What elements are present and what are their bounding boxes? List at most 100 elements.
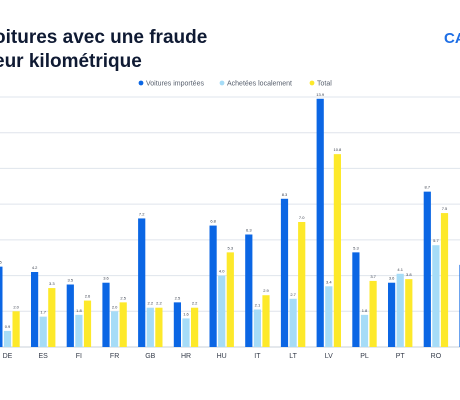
bar xyxy=(12,311,20,347)
data-label: 0.9 xyxy=(5,324,11,329)
title-line-2: eur kilométrique xyxy=(0,51,142,72)
data-label: 6.3 xyxy=(246,228,252,233)
bar xyxy=(396,273,404,347)
bar xyxy=(66,284,74,347)
bar xyxy=(333,154,341,347)
bar xyxy=(262,295,270,347)
bar xyxy=(360,314,369,347)
data-label: 3.3 xyxy=(49,281,55,286)
legend-label: Total xyxy=(317,81,332,88)
title-line-1: oitures avec une fraude xyxy=(0,27,208,48)
data-label: 5.3 xyxy=(228,245,234,250)
x-tick-label: PT xyxy=(396,353,406,360)
bar xyxy=(280,198,289,347)
data-label: 3.8 xyxy=(406,272,412,277)
bar xyxy=(298,222,306,347)
x-tick-label: LV xyxy=(325,353,333,360)
data-label: 4.0 xyxy=(219,269,225,274)
data-label: 2.1 xyxy=(255,303,261,308)
bar xyxy=(48,288,56,347)
data-label: 2.5 xyxy=(120,295,126,300)
bar xyxy=(316,98,324,348)
bar xyxy=(209,225,217,347)
data-label: 10.8 xyxy=(334,147,343,152)
legend-label: Voitures importées xyxy=(146,81,204,88)
bar xyxy=(102,282,110,347)
bar xyxy=(31,272,39,347)
data-label: 2.2 xyxy=(148,301,154,306)
bar xyxy=(388,282,396,347)
data-label: 6.8 xyxy=(210,219,216,224)
x-tick-label: RO xyxy=(431,353,442,360)
bar xyxy=(432,245,440,347)
brand-logo: CA xyxy=(444,30,460,47)
bar xyxy=(3,330,12,347)
bar xyxy=(111,311,119,347)
bar xyxy=(138,218,146,347)
x-tick-label: HU xyxy=(217,353,227,360)
bar xyxy=(289,298,297,347)
data-label: 1.6 xyxy=(183,311,189,316)
data-label: 8.3 xyxy=(282,192,288,197)
bar xyxy=(75,314,83,347)
data-label: 3.6 xyxy=(389,276,395,281)
bar xyxy=(182,318,190,347)
bar xyxy=(155,307,163,347)
data-label: 3.7 xyxy=(370,274,376,279)
bar xyxy=(245,234,253,347)
data-label: 2.7 xyxy=(290,292,296,297)
x-tick-label: GB xyxy=(145,353,155,360)
bar xyxy=(405,279,413,347)
data-label: 2.9 xyxy=(263,288,269,293)
data-label: 13.9 xyxy=(316,92,325,97)
legend-marker xyxy=(138,80,144,86)
x-tick-label: DE xyxy=(3,353,13,360)
data-label: 3.5 xyxy=(68,278,74,283)
bar xyxy=(39,316,47,347)
x-tick-label: FI xyxy=(76,353,82,360)
bar xyxy=(191,307,199,347)
bar xyxy=(226,252,234,347)
x-tick-label: PL xyxy=(360,353,369,360)
bar xyxy=(146,307,154,347)
data-label: 7.5 xyxy=(442,206,448,211)
data-label: 5.7 xyxy=(433,238,439,243)
bar xyxy=(369,280,377,347)
data-label: 1.8 xyxy=(362,308,368,313)
x-tick-label: FR xyxy=(110,353,119,360)
data-label: 7.2 xyxy=(139,211,145,216)
data-label: 5.3 xyxy=(353,245,359,250)
bar xyxy=(218,275,226,347)
bar xyxy=(119,302,127,347)
bar xyxy=(440,213,449,347)
bar xyxy=(173,302,181,347)
data-label: 7.0 xyxy=(299,215,305,220)
legend-label: Achetées localement xyxy=(227,81,292,88)
x-tick-label: HR xyxy=(181,353,191,360)
bar xyxy=(352,252,360,347)
data-label: 2.2 xyxy=(156,301,162,306)
x-tick-label: LT xyxy=(289,353,297,360)
data-label: 2.5 xyxy=(175,295,181,300)
data-label: 2.2 xyxy=(192,301,198,306)
data-label: 3.6 xyxy=(103,276,109,281)
x-tick-label: IT xyxy=(254,353,261,360)
data-label: 4.2 xyxy=(32,265,38,270)
data-label: 2.0 xyxy=(112,304,118,309)
data-label: 1.8 xyxy=(76,308,82,313)
bar xyxy=(253,309,261,347)
legend-marker xyxy=(309,80,315,86)
bar xyxy=(0,266,3,347)
data-label: 4.5 xyxy=(0,260,2,265)
data-label: 2.6 xyxy=(85,294,91,299)
data-label: 2.0 xyxy=(13,304,19,309)
data-label: 4.1 xyxy=(397,267,403,272)
bar xyxy=(83,300,92,347)
data-label: 8.7 xyxy=(425,185,431,190)
chart-title: oitures avec une fraude eur kilométrique xyxy=(0,26,294,74)
x-tick-label: ES xyxy=(39,353,49,360)
data-label: 1.7 xyxy=(40,310,46,315)
bar xyxy=(423,191,431,347)
bar xyxy=(325,286,333,347)
